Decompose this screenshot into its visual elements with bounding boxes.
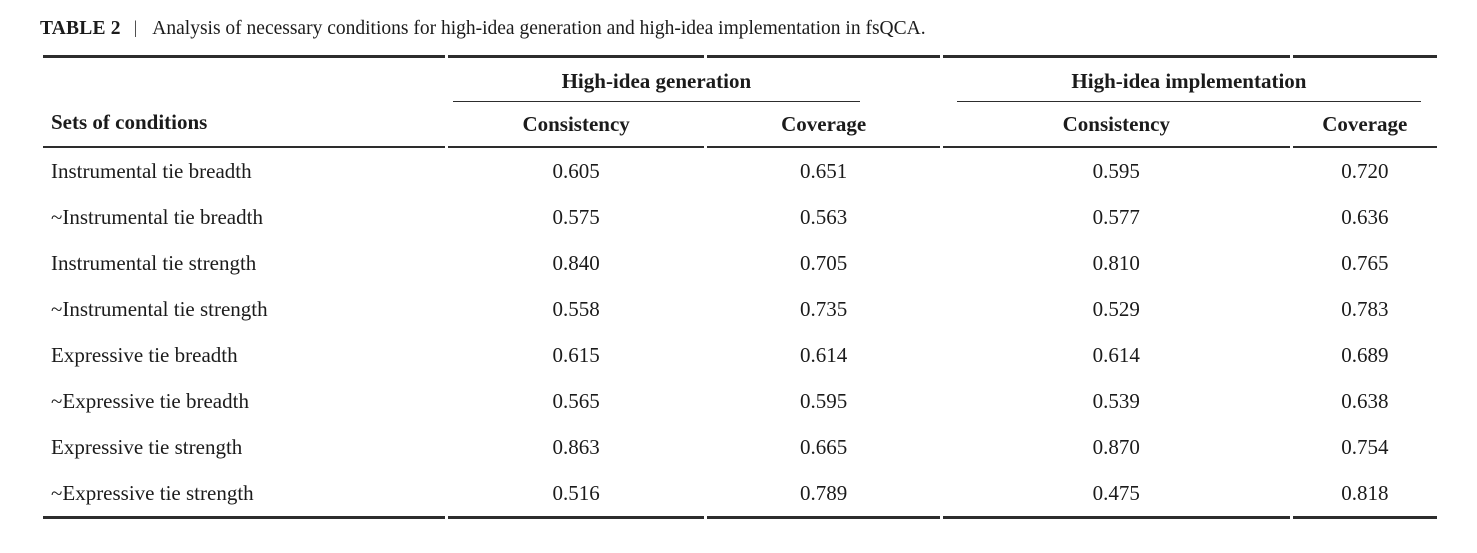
row-value: 0.565 <box>552 388 600 413</box>
row-value: 0.789 <box>800 480 848 505</box>
row-value: 0.539 <box>1092 388 1140 413</box>
group-header-implementation: High-idea implementation <box>943 58 1437 102</box>
top-rule-segment <box>1292 55 1437 58</box>
row-value: 0.636 <box>1341 204 1389 229</box>
table-top-rule <box>43 55 1437 58</box>
row-value: 0.638 <box>1341 388 1389 413</box>
row-value: 0.595 <box>800 388 848 413</box>
group-header-generation-label: High-idea generation <box>452 69 860 102</box>
row-label: Instrumental tie strength <box>51 250 257 275</box>
group-header-generation: High-idea generation <box>448 58 940 102</box>
row-label: ~Instrumental tie strength <box>51 296 268 321</box>
bottom-rule-segment <box>1292 516 1437 519</box>
row-label: Expressive tie breadth <box>51 342 238 367</box>
row-value: 0.705 <box>800 250 848 275</box>
bottom-rule-segment <box>447 516 705 519</box>
table-row: ~Expressive tie breadth 0.565 0.595 0.53… <box>43 378 1437 424</box>
row-value: 0.665 <box>800 434 848 459</box>
table-bottom-rule <box>43 516 1437 519</box>
row-value: 0.720 <box>1341 158 1389 183</box>
col-header-generation-coverage: Coverage <box>707 102 940 148</box>
row-value: 0.783 <box>1341 296 1389 321</box>
row-value: 0.595 <box>1092 158 1140 183</box>
col-header-implementation-coverage: Coverage <box>1292 102 1437 148</box>
row-label: ~Expressive tie strength <box>51 480 254 505</box>
bottom-rule-segment <box>43 516 445 519</box>
row-label: ~Expressive tie breadth <box>51 388 249 413</box>
row-value: 0.870 <box>1092 434 1140 459</box>
table-row: Expressive tie breadth 0.615 0.614 0.614… <box>43 332 1437 378</box>
row-value: 0.577 <box>1092 204 1140 229</box>
bottom-rule-segment <box>942 516 1290 519</box>
row-value: 0.516 <box>552 480 600 505</box>
row-value: 0.614 <box>800 342 848 367</box>
row-label: Instrumental tie breadth <box>51 158 252 183</box>
row-value: 0.810 <box>1092 250 1140 275</box>
row-value: 0.529 <box>1092 296 1140 321</box>
row-value: 0.818 <box>1341 480 1389 505</box>
table-caption-text: Analysis of necessary conditions for hig… <box>152 18 926 39</box>
top-rule-segment <box>707 55 940 58</box>
table-row: ~Instrumental tie strength 0.558 0.735 0… <box>43 286 1437 332</box>
paper-page: TABLE 2 | Analysis of necessary conditions… <box>40 15 1440 519</box>
top-rule-segment <box>43 55 445 58</box>
table-row: Instrumental tie breadth 0.605 0.651 0.5… <box>43 148 1437 194</box>
row-value: 0.605 <box>552 158 600 183</box>
top-rule-segment <box>447 55 705 58</box>
table-caption: TABLE 2 | Analysis of necessary conditions… <box>40 15 1440 42</box>
table-row: Instrumental tie strength 0.840 0.705 0.… <box>43 240 1437 286</box>
caption-divider: | <box>133 17 138 37</box>
row-value: 0.651 <box>800 158 848 183</box>
table-caption-label: TABLE 2 <box>40 18 121 39</box>
group-header-row: Sets of conditions High-idea generation … <box>43 58 1437 148</box>
row-label: Expressive tie strength <box>51 434 243 459</box>
table-row: Expressive tie strength 0.863 0.665 0.87… <box>43 424 1437 470</box>
row-header-sets-of-conditions: Sets of conditions <box>43 58 445 148</box>
row-value: 0.863 <box>552 434 600 459</box>
row-value: 0.558 <box>552 296 600 321</box>
table-body: Instrumental tie breadth 0.605 0.651 0.5… <box>43 148 1437 516</box>
table-row: ~Instrumental tie breadth 0.575 0.563 0.… <box>43 194 1437 240</box>
col-header-implementation-consistency: Consistency <box>942 102 1290 148</box>
row-value: 0.614 <box>1092 342 1140 367</box>
row-value: 0.840 <box>552 250 600 275</box>
col-header-generation-consistency: Consistency <box>447 102 705 148</box>
group-header-implementation-label: High-idea implementation <box>956 69 1421 102</box>
row-value: 0.563 <box>800 204 848 229</box>
row-value: 0.765 <box>1341 250 1389 275</box>
row-value: 0.475 <box>1092 480 1140 505</box>
necessary-conditions-table: Sets of conditions High-idea generation … <box>40 55 1440 519</box>
bottom-rule-segment <box>707 516 940 519</box>
row-label: ~Instrumental tie breadth <box>51 204 263 229</box>
table-row: ~Expressive tie strength 0.516 0.789 0.4… <box>43 470 1437 516</box>
row-value: 0.615 <box>552 342 600 367</box>
row-value: 0.754 <box>1341 434 1389 459</box>
top-rule-segment <box>942 55 1290 58</box>
column-header-row: Consistency Coverage Consistency Coverag… <box>43 102 1437 148</box>
row-value: 0.575 <box>552 204 600 229</box>
row-value: 0.689 <box>1341 342 1389 367</box>
row-value: 0.735 <box>800 296 848 321</box>
